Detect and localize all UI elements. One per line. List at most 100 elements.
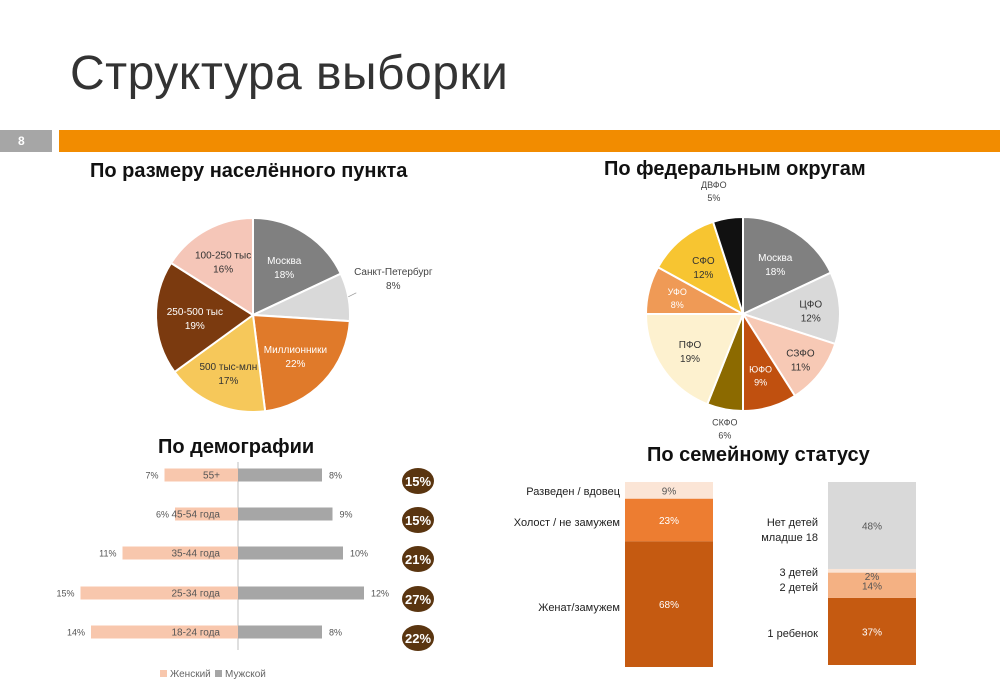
pie-value-пфо: 19%: [680, 354, 700, 365]
stack-1-value-1-ребенок: 37%: [862, 627, 882, 638]
stack-0-value-холост-не-замужем: 23%: [659, 516, 679, 527]
pie-value-уфо: 8%: [671, 300, 684, 310]
pie-slice-100-250-тыс: [169, 216, 254, 317]
pie-value-250-500-тыс: 19%: [185, 321, 205, 332]
pie-label-москва: Москва: [267, 256, 302, 267]
value-male-18-24-года: 8%: [329, 628, 342, 638]
header-accent-bar: [59, 130, 1000, 152]
bar-female-45-54-года: [175, 507, 238, 521]
bar-female-18-24-года: [91, 625, 238, 639]
total-value-55: 15%: [405, 474, 431, 489]
total-badge-55: [402, 468, 434, 494]
pie-value-скфо: 6%: [718, 430, 731, 440]
pie-slice-сфо: [656, 220, 745, 317]
pie-slice-миллионники: [251, 313, 351, 413]
pie-value-сзфо: 11%: [791, 363, 810, 374]
category-label-45-54-года: 45-54 года: [171, 510, 220, 521]
stack-0-value-женат-замужем: 68%: [659, 600, 679, 611]
demography-chart-title: По демографии: [158, 436, 315, 458]
pie-value-цфо: 12%: [801, 314, 821, 325]
category-label-35-44-года: 35-44 года: [171, 549, 220, 560]
stack-1-value-2-детей: 14%: [862, 581, 882, 592]
stack-0-segment-разведен-вдовец: [625, 482, 713, 499]
legend-label-женский: Женский: [170, 669, 211, 680]
stack-1-label-нет-детей-младше-18: Нет детей: [767, 517, 818, 529]
bar-female-55: [164, 468, 238, 482]
pie-value-500-тыс-млн: 17%: [218, 376, 238, 387]
pie-value-москва: 18%: [765, 267, 785, 278]
page-number-badge: 8: [0, 130, 52, 152]
legend-swatch-мужской: [215, 670, 222, 677]
bar-male-55: [238, 468, 322, 482]
pie-label-юфо: ЮФО: [749, 365, 772, 375]
bar-male-18-24-года: [238, 625, 322, 639]
pie-slice-500-тыс-млн: [173, 313, 267, 413]
total-badge-18-24-года: [402, 625, 434, 651]
pie-label-сзфо: СЗФО: [786, 349, 815, 360]
pie-slice-сзфо: [740, 312, 837, 398]
value-male-55: 8%: [329, 471, 342, 481]
value-female-35-44-года: 11%: [99, 549, 116, 559]
page-title: Структура выборки: [70, 47, 509, 100]
pie-value-двфо: 5%: [707, 193, 720, 203]
stack-1-segment-3-детей: [828, 568, 916, 573]
district-chart-title: По федеральным округам: [604, 158, 866, 180]
stack-1-label-3-детей: 3 детей: [779, 567, 818, 579]
stack-1-value-3-детей: 2%: [865, 572, 880, 583]
stack-1-label-нет-детей-младше-18-1: младше 18: [761, 532, 818, 544]
pie-label-500-тыс-млн: 500 тыс-млн: [199, 362, 257, 373]
stack-0-label-холост-не-замужем: Холост / не замужем: [514, 517, 620, 529]
bar-female-35-44-года: [122, 546, 238, 560]
category-label-25-34-года: 25-34 года: [171, 589, 220, 600]
pie-value-москва: 18%: [274, 270, 294, 281]
pie-slice-цфо: [740, 271, 841, 346]
total-value-35-44-года: 21%: [405, 552, 431, 567]
stack-1-segment-2-детей: [828, 572, 916, 598]
pie-value-юфо: 9%: [754, 378, 767, 388]
value-female-18-24-года: 14%: [67, 628, 85, 638]
pie-value-сфо: 12%: [693, 270, 713, 281]
total-badge-25-34-года: [402, 586, 434, 612]
value-female-55: 7%: [145, 471, 158, 481]
total-badge-35-44-года: [402, 546, 434, 572]
value-female-25-34-года: 15%: [56, 589, 74, 599]
value-female-45-54-года: 6%: [156, 510, 169, 520]
pie-label-уфо: УФО: [668, 287, 687, 297]
bar-male-25-34-года: [238, 586, 364, 600]
pie-label-миллионники: Миллионники: [264, 345, 327, 356]
pie-slice-двфо: [711, 215, 744, 315]
category-label-18-24-года: 18-24 года: [171, 628, 220, 639]
pie-label-сфо: СФО: [692, 256, 715, 267]
value-male-45-54-года: 9%: [340, 510, 353, 520]
bar-male-45-54-года: [238, 507, 333, 521]
stack-1-segment-нет-детей-младше-18: [828, 482, 916, 569]
pie-leader-санкт-петербург: [348, 292, 357, 298]
total-value-25-34-года: 27%: [405, 592, 431, 607]
pie-slice-москва: [252, 216, 343, 317]
pie-slice-250-500-тыс: [155, 261, 255, 374]
stack-0-segment-женат-замужем: [625, 541, 713, 667]
pie-label-100-250-тыс: 100-250 тыс: [195, 251, 251, 262]
pie-label-пфо: ПФО: [679, 340, 702, 351]
total-badge-45-54-года: [402, 507, 434, 533]
stack-0-segment-холост-не-замужем: [625, 498, 713, 542]
stack-1-segment-1-ребенок: [828, 597, 916, 665]
pie-label-москва: Москва: [758, 253, 793, 264]
pie-value-миллионники: 22%: [285, 359, 305, 370]
pie-value-санкт-петербург: 8%: [386, 281, 401, 292]
legend-label-мужской: Мужской: [225, 669, 266, 680]
total-value-18-24-года: 22%: [405, 631, 431, 646]
pie-slice-москва: [742, 215, 833, 316]
pie-label-скфо: СКФО: [712, 417, 737, 427]
stack-0-value-разведен-вдовец: 9%: [662, 486, 677, 497]
stack-0-label-разведен-вдовец: Разведен / вдовец: [526, 486, 620, 498]
pie-slice-пфо: [644, 313, 745, 406]
stack-1-value-нет-детей-младше-18: 48%: [862, 521, 882, 532]
settlement-chart-title: По размеру населённого пункта: [90, 160, 408, 182]
stack-0-label-женат-замужем: Женат/замужем: [538, 602, 620, 614]
pie-label-двфо: ДВФО: [701, 180, 727, 190]
pie-value-100-250-тыс: 16%: [213, 265, 233, 276]
total-value-45-54-года: 15%: [405, 513, 431, 528]
bar-female-25-34-года: [80, 586, 238, 600]
